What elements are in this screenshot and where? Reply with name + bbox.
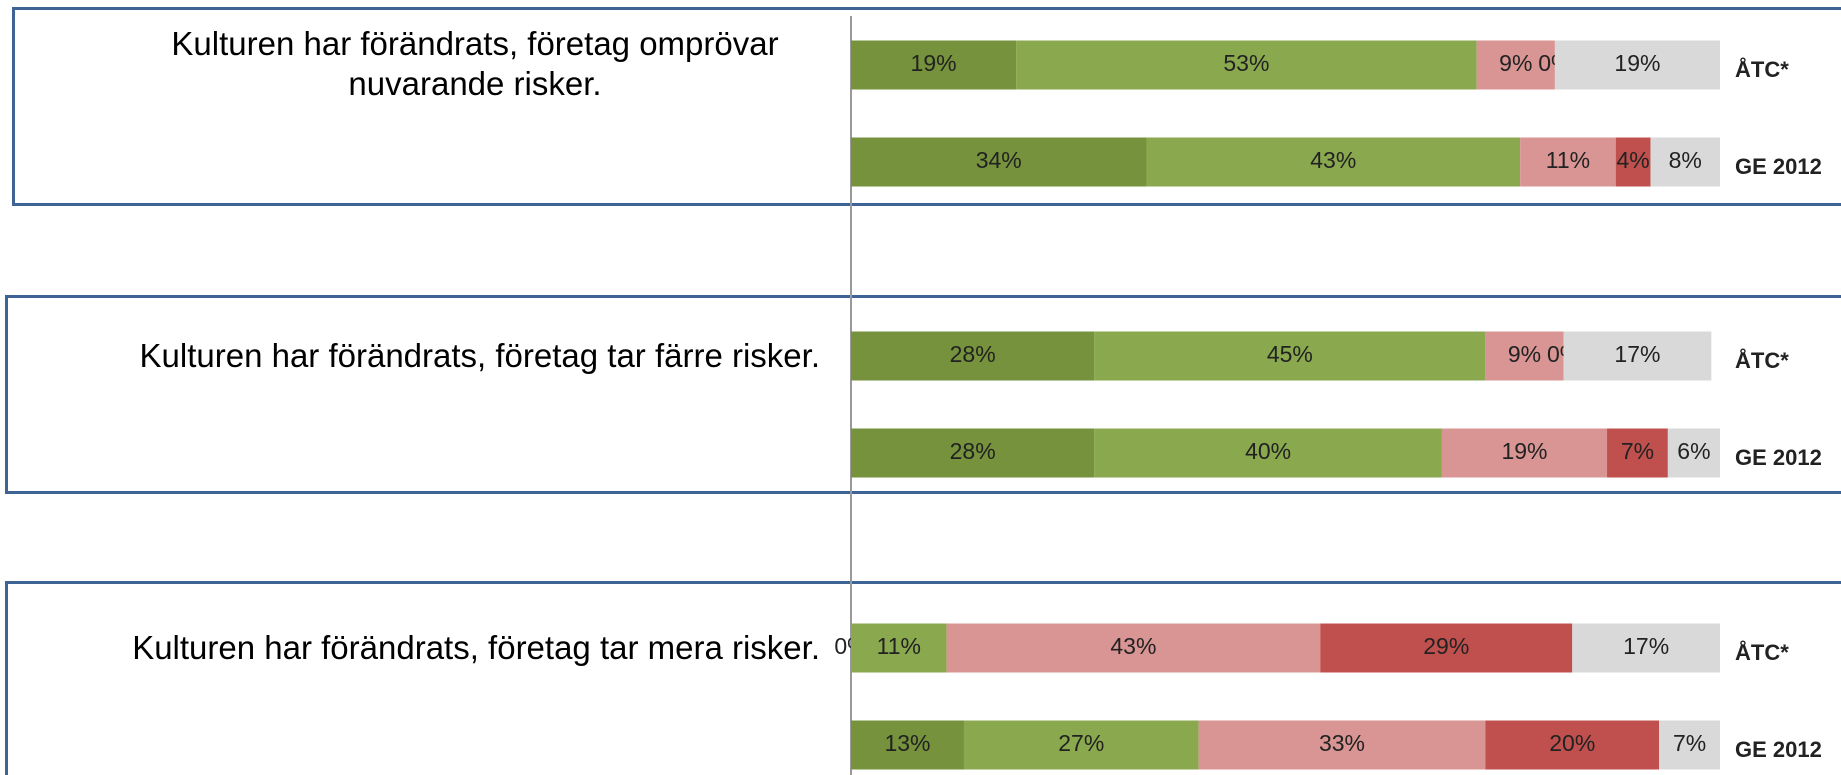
bar-segment [1659,720,1720,770]
value-label: 6% [1677,438,1710,464]
value-label: 29% [1423,633,1469,659]
value-label: 28% [950,438,996,464]
value-label: 33% [1319,730,1365,756]
row-label: ÅTC* [1735,56,1789,82]
bar-segment [1016,40,1477,90]
value-label: 43% [1110,633,1156,659]
bar-segment [1476,40,1555,90]
value-label: 4% [1616,147,1649,173]
group-label: Kulturen har förändrats, företag tar fär… [139,337,820,374]
bar-segment [1554,40,1720,90]
value-label: 9% [1499,50,1532,76]
value-label: 9% [1508,341,1541,367]
value-label: 7% [1673,730,1706,756]
bar-segment [1607,428,1668,478]
value-label: 11% [877,633,921,659]
value-label: 19% [1614,50,1660,76]
bar-segment [851,720,964,770]
bar-segment [1094,331,1486,381]
bar-segment [1667,428,1720,478]
value-label: 45% [1267,341,1313,367]
bar-segment [1320,623,1573,673]
bar-segment [1615,137,1651,187]
row-label: GE 2012 [1735,154,1822,179]
value-label: 27% [1058,730,1104,756]
row-label: ÅTC* [1735,347,1789,373]
value-label: 17% [1623,633,1669,659]
bar-segment [963,720,1199,770]
value-label: 20% [1549,730,1595,756]
bar-segment [1563,331,1712,381]
bar-segment [851,428,1095,478]
bar-segment [1146,137,1521,187]
value-label: 13% [884,730,930,756]
bar-segment [851,331,1095,381]
value-label: 8% [1669,147,1702,173]
value-label: 19% [1501,438,1547,464]
bar-segment [1650,137,1720,187]
value-label: 40% [1245,438,1291,464]
group-label: Kulturen har förändrats, företag ompröva… [171,25,779,102]
value-label: 11% [1546,147,1590,173]
bar-segment [851,137,1147,187]
bar-segment [1198,720,1486,770]
value-label: 17% [1614,341,1660,367]
bar-segment [1485,331,1564,381]
bar-segment [1485,720,1660,770]
bar-segment [946,623,1321,673]
bar-segment [1572,623,1720,673]
value-label: 7% [1621,438,1654,464]
value-label: 28% [950,341,996,367]
group-box [5,295,1841,494]
group-box [12,7,1841,206]
bar-segment [1520,137,1616,187]
value-label: 19% [911,50,957,76]
bar-segment [1441,428,1608,478]
bar-segment [851,623,947,673]
value-label: 53% [1223,50,1269,76]
row-label: ÅTC* [1735,639,1789,665]
row-label: GE 2012 [1735,445,1822,470]
bar-segment [851,40,1017,90]
bar-segment [1094,428,1442,478]
group-label: Kulturen har förändrats, företag tar mer… [132,629,820,666]
row-label: GE 2012 [1735,737,1822,762]
value-label: 34% [976,147,1022,173]
group-box [5,581,1841,775]
value-label: 43% [1310,147,1356,173]
